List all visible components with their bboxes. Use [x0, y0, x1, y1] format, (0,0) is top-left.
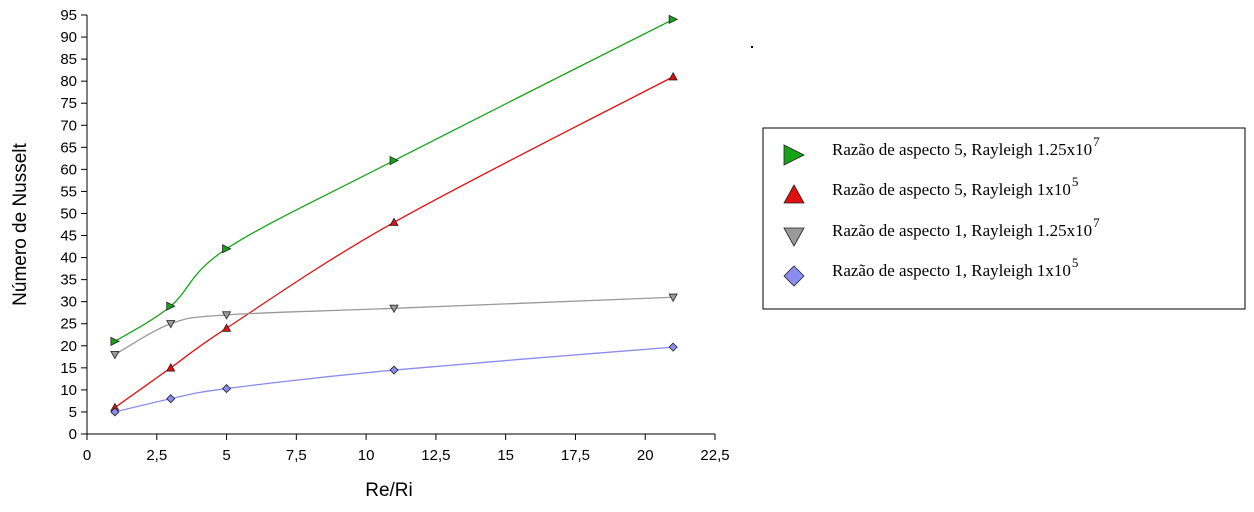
series-1 [110, 14, 679, 347]
x-tick-label: 17,5 [561, 447, 590, 464]
series-2 [110, 71, 678, 412]
legend-marker [783, 227, 805, 247]
series-4 [110, 342, 678, 417]
data-point [222, 244, 232, 254]
y-tick-label: 85 [60, 51, 77, 68]
data-point [668, 71, 678, 81]
x-tick-label: 20 [637, 447, 654, 464]
x-tick-label: 0 [83, 447, 91, 464]
legend-label-superscript: 5 [1072, 255, 1079, 270]
series-line [114, 18, 674, 342]
series-layer [110, 14, 679, 417]
data-point [166, 301, 176, 311]
data-point [166, 394, 176, 404]
legend-label-superscript: 7 [1093, 215, 1100, 230]
legend: Razão de aspecto 5, Rayleigh 1.25x10 7Raz… [762, 127, 1246, 310]
data-point [221, 384, 232, 394]
y-tick-label: 80 [60, 73, 77, 90]
data-point [389, 155, 399, 166]
y-tick-label: 45 [60, 228, 77, 245]
x-axis-title: Re/Ri [365, 480, 413, 501]
y-tick-label: 60 [60, 161, 77, 178]
y-tick-label: 20 [60, 338, 77, 355]
axes: 0 5 10 15 20 25 30 35 40 45 50 55 60 65 70 75 80 85 90 95 0 2… [60, 7, 729, 464]
y-tick-label: 10 [60, 382, 77, 399]
data-point [668, 293, 678, 303]
x-tick-label: 7,5 [286, 447, 307, 464]
series-line [114, 76, 674, 409]
legend-label: Razão de aspecto 1, Rayleigh 1.25x10 [832, 221, 1092, 240]
y-tick-label: 40 [60, 250, 77, 267]
data-point [110, 351, 120, 360]
y-tick-label: 25 [60, 316, 77, 333]
x-tick-label: 10 [358, 447, 375, 464]
legend-marker [783, 265, 805, 287]
y-tick-label: 90 [60, 29, 77, 46]
data-point [668, 14, 679, 25]
legend-marker [783, 184, 805, 204]
legend-label: Razão de aspecto 1, Rayleigh 1x10 [832, 261, 1071, 280]
series-line [114, 296, 674, 356]
legend-label: Razão de aspecto 5, Rayleigh 1x10 [832, 180, 1071, 199]
data-point [389, 304, 399, 314]
data-point [221, 311, 232, 320]
series-line [114, 346, 674, 413]
x-tick-label: 15 [497, 447, 514, 464]
series-3 [110, 293, 678, 360]
y-axis-title: Número de Nusselt [10, 142, 31, 305]
y-tick-label: 50 [60, 205, 77, 222]
legend-label: Razão de aspecto 5, Rayleigh 1.25x10 [832, 140, 1092, 159]
y-tick-label: 65 [60, 139, 77, 156]
legend-marker [783, 144, 805, 166]
y-tick-label: 95 [60, 7, 77, 24]
data-point [668, 342, 678, 352]
legend-label-superscript: 5 [1072, 174, 1079, 189]
y-tick-label: 30 [60, 294, 77, 311]
data-point [221, 323, 232, 332]
y-tick-label: 15 [60, 360, 77, 377]
y-tick-label: 35 [60, 272, 77, 289]
data-point [166, 320, 176, 329]
y-tick-label: 70 [60, 117, 77, 134]
data-point [389, 365, 399, 375]
y-tick-label: 0 [69, 426, 77, 443]
x-tick-label: 2,5 [146, 447, 167, 464]
data-point [389, 217, 399, 226]
x-tick-label: 12,5 [421, 447, 450, 464]
x-tick-label: 22,5 [700, 447, 729, 464]
stray-dot [751, 46, 753, 48]
y-tick-label: 5 [69, 404, 77, 421]
data-point [110, 407, 120, 417]
data-point [166, 363, 176, 372]
x-tick-label: 5 [222, 447, 230, 464]
y-tick-label: 55 [60, 183, 77, 200]
legend-label-superscript: 7 [1093, 134, 1100, 149]
data-point [110, 336, 120, 347]
y-tick-label: 75 [60, 95, 77, 112]
legend-box [762, 127, 1246, 310]
